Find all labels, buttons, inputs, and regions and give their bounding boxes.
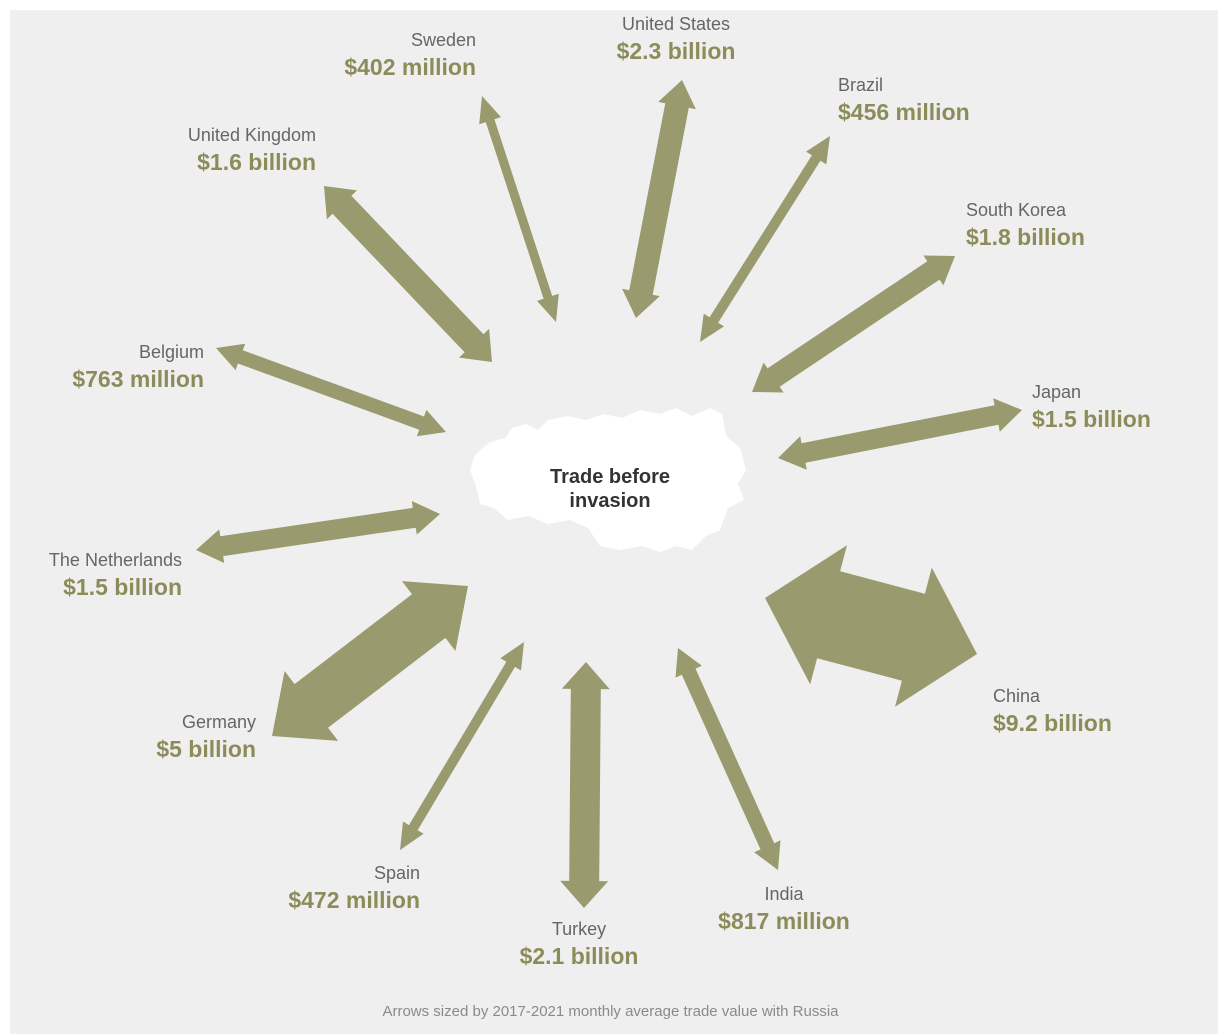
country-label-sweden: Sweden $402 million xyxy=(256,29,476,81)
trade-value: $472 million xyxy=(288,887,420,913)
country-name: Germany xyxy=(181,712,256,732)
country-name: South Korea xyxy=(966,200,1067,220)
trade-value: $5 billion xyxy=(156,736,256,762)
country-name: China xyxy=(993,686,1041,706)
country-label-south-korea: South Korea $1.8 billion xyxy=(966,199,1186,251)
country-name: Turkey xyxy=(551,919,607,939)
country-label-spain: Spain $472 million xyxy=(200,862,420,914)
trade-value: $763 million xyxy=(72,366,204,392)
arrow-united-states xyxy=(622,80,696,318)
country-label-united-kingdom: United Kingdom $1.6 billion xyxy=(96,124,316,176)
country-name: Sweden xyxy=(410,30,476,50)
center-label: Trade before invasion xyxy=(520,465,700,513)
country-label-germany: Germany $5 billion xyxy=(36,711,256,763)
arrow-china xyxy=(765,545,977,707)
trade-value: $817 million xyxy=(718,908,850,934)
arrow-turkey xyxy=(560,662,610,908)
arrow-germany xyxy=(272,581,468,741)
country-label-the-netherlands: The Netherlands $1.5 billion xyxy=(0,549,182,601)
trade-value: $1.8 billion xyxy=(966,224,1085,250)
country-label-japan: Japan $1.5 billion xyxy=(1032,381,1221,433)
trade-value: $1.6 billion xyxy=(197,149,316,175)
country-name: India xyxy=(764,884,804,904)
arrow-sweden xyxy=(479,96,559,322)
country-label-brazil: Brazil $456 million xyxy=(838,74,1058,126)
country-name: Brazil xyxy=(838,75,884,95)
center-label-line2: invasion xyxy=(569,490,651,512)
arrow-india xyxy=(675,648,781,870)
trade-value: $9.2 billion xyxy=(993,710,1112,736)
arrow-spain xyxy=(400,642,524,850)
arrow-the-netherlands xyxy=(196,501,440,563)
country-label-turkey: Turkey $2.1 billion xyxy=(469,918,689,970)
arrow-south-korea xyxy=(752,255,955,393)
country-label-india: India $817 million xyxy=(674,883,894,935)
country-name: Belgium xyxy=(138,342,204,362)
trade-value: $402 million xyxy=(344,54,476,80)
arrow-brazil xyxy=(700,136,830,342)
country-label-united-states: United States $2.3 billion xyxy=(566,13,786,65)
country-label-belgium: Belgium $763 million xyxy=(0,341,204,393)
country-name: The Netherlands xyxy=(48,550,182,570)
arrow-united-kingdom xyxy=(324,186,492,362)
country-name: Spain xyxy=(373,863,420,883)
country-label-china: China $9.2 billion xyxy=(993,685,1213,737)
trade-value: $2.1 billion xyxy=(519,943,639,969)
country-name: United Kingdom xyxy=(187,125,316,145)
country-name: United States xyxy=(621,14,731,34)
trade-value: $2.3 billion xyxy=(616,38,736,64)
trade-value: $1.5 billion xyxy=(63,574,182,600)
trade-value: $1.5 billion xyxy=(1032,406,1151,432)
center-label-line1: Trade before xyxy=(549,466,671,488)
footnote: Arrows sized by 2017-2021 monthly averag… xyxy=(382,1003,839,1020)
arrow-japan xyxy=(778,398,1022,470)
country-name: Japan xyxy=(1032,382,1082,402)
russia-map-icon xyxy=(470,408,746,552)
arrow-belgium xyxy=(216,343,446,437)
trade-value: $456 million xyxy=(838,99,970,125)
